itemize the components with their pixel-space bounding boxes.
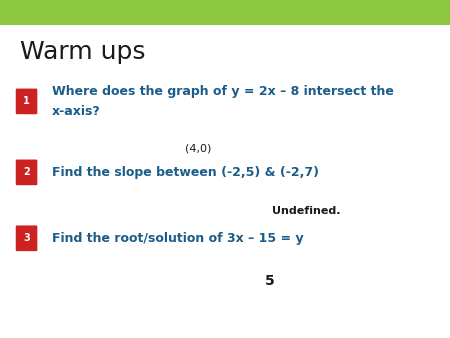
Text: (4,0): (4,0): [185, 144, 211, 154]
Text: x-axis?: x-axis?: [52, 105, 100, 118]
Text: Find the root/solution of 3x – 15 = y: Find the root/solution of 3x – 15 = y: [52, 232, 303, 245]
Text: 1: 1: [23, 96, 30, 106]
FancyBboxPatch shape: [16, 225, 37, 251]
Text: Where does the graph of y = 2x – 8 intersect the: Where does the graph of y = 2x – 8 inter…: [52, 85, 394, 98]
FancyBboxPatch shape: [16, 160, 37, 185]
FancyBboxPatch shape: [0, 0, 450, 25]
Text: 2: 2: [23, 167, 30, 177]
Text: Warm ups: Warm ups: [20, 40, 146, 65]
Text: Find the slope between (-2,5) & (-2,7): Find the slope between (-2,5) & (-2,7): [52, 166, 319, 179]
FancyBboxPatch shape: [16, 89, 37, 114]
Text: 3: 3: [23, 233, 30, 243]
Text: Undefined.: Undefined.: [272, 206, 340, 216]
Text: 5: 5: [265, 273, 275, 288]
